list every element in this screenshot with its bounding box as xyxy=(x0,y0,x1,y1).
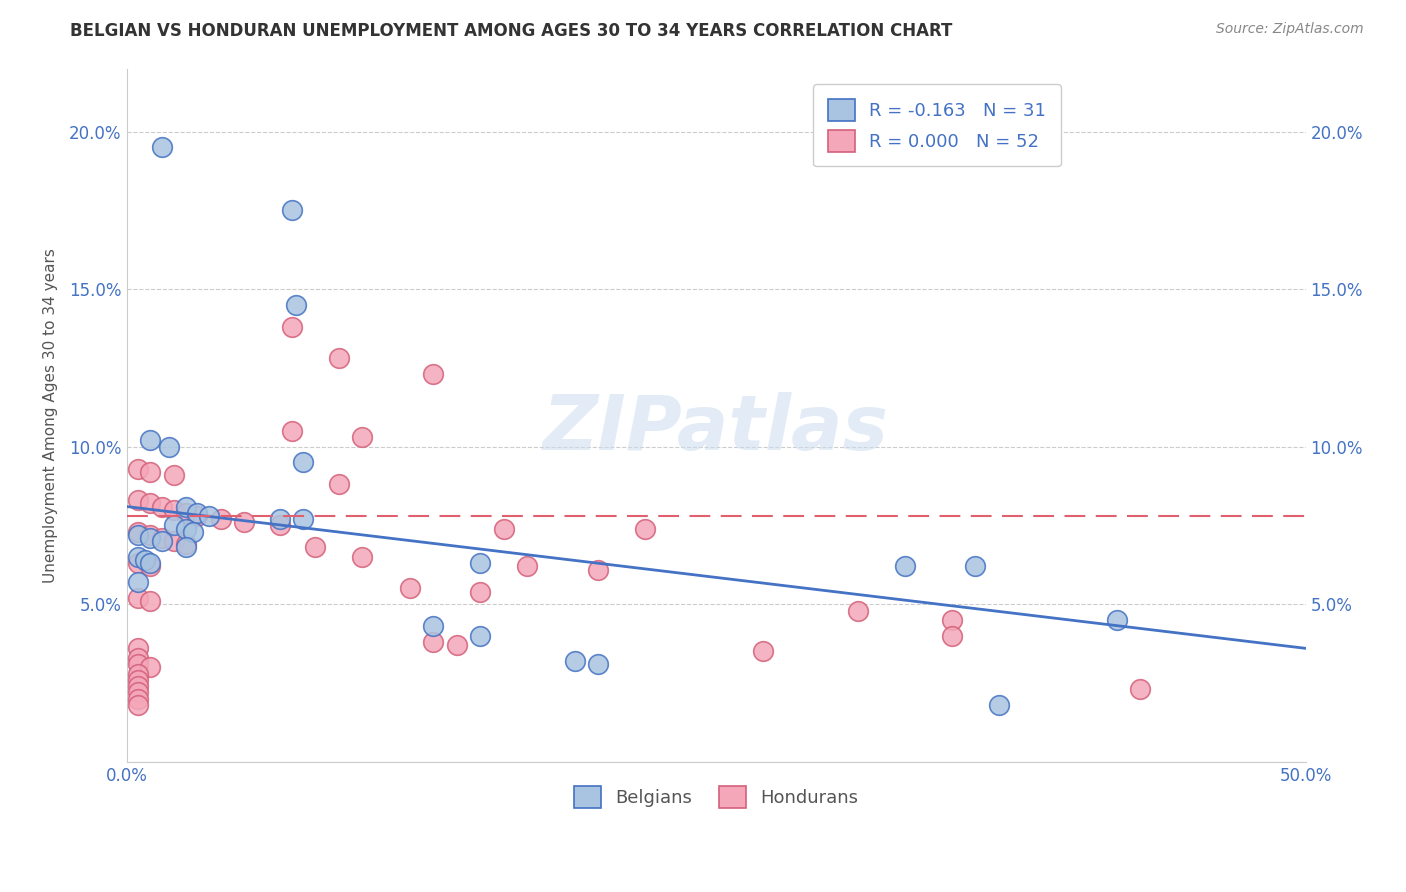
Point xyxy=(352,549,374,564)
Point xyxy=(139,531,162,545)
Point xyxy=(127,657,149,671)
Point xyxy=(150,534,173,549)
Point xyxy=(127,549,149,564)
Point xyxy=(328,477,350,491)
Point xyxy=(988,698,1011,712)
Point xyxy=(127,691,149,706)
Point xyxy=(127,528,149,542)
Point xyxy=(470,584,492,599)
Point xyxy=(280,203,302,218)
Point xyxy=(139,594,162,608)
Point xyxy=(127,524,149,539)
Point xyxy=(269,512,291,526)
Point xyxy=(163,534,186,549)
Text: Source: ZipAtlas.com: Source: ZipAtlas.com xyxy=(1216,22,1364,37)
Point xyxy=(186,508,208,523)
Point xyxy=(150,500,173,514)
Point xyxy=(422,367,444,381)
Point xyxy=(1105,613,1128,627)
Point xyxy=(280,424,302,438)
Point xyxy=(157,440,180,454)
Point xyxy=(139,556,162,570)
Point xyxy=(269,518,291,533)
Y-axis label: Unemployment Among Ages 30 to 34 years: Unemployment Among Ages 30 to 34 years xyxy=(44,248,58,582)
Point xyxy=(127,666,149,681)
Point xyxy=(846,603,869,617)
Point xyxy=(422,619,444,633)
Point xyxy=(328,351,350,366)
Point xyxy=(292,455,315,469)
Point xyxy=(174,522,197,536)
Point xyxy=(893,559,915,574)
Point xyxy=(127,698,149,712)
Point xyxy=(564,654,586,668)
Point xyxy=(304,541,326,555)
Point xyxy=(586,657,609,671)
Point xyxy=(174,541,197,555)
Point xyxy=(198,508,221,523)
Point xyxy=(586,563,609,577)
Point xyxy=(1129,682,1152,697)
Point xyxy=(181,524,204,539)
Point xyxy=(280,319,302,334)
Point xyxy=(174,537,197,551)
Point xyxy=(941,629,963,643)
Point xyxy=(163,468,186,483)
Point xyxy=(127,679,149,693)
Point xyxy=(186,506,208,520)
Point xyxy=(941,613,963,627)
Point xyxy=(634,522,657,536)
Point xyxy=(127,685,149,699)
Point xyxy=(752,644,775,658)
Point xyxy=(134,553,156,567)
Point xyxy=(150,531,173,545)
Point xyxy=(470,556,492,570)
Text: ZIPatlas: ZIPatlas xyxy=(543,392,889,466)
Point xyxy=(127,673,149,687)
Point xyxy=(516,559,538,574)
Point xyxy=(209,512,232,526)
Point xyxy=(163,502,186,516)
Point xyxy=(139,496,162,510)
Point xyxy=(292,512,315,526)
Point xyxy=(139,434,162,448)
Point xyxy=(127,575,149,590)
Point xyxy=(285,298,308,312)
Text: BELGIAN VS HONDURAN UNEMPLOYMENT AMONG AGES 30 TO 34 YEARS CORRELATION CHART: BELGIAN VS HONDURAN UNEMPLOYMENT AMONG A… xyxy=(70,22,953,40)
Point xyxy=(398,582,420,596)
Point xyxy=(139,465,162,479)
Point xyxy=(965,559,987,574)
Point xyxy=(446,638,468,652)
Point xyxy=(492,522,515,536)
Point xyxy=(127,650,149,665)
Point xyxy=(127,493,149,508)
Point xyxy=(174,506,197,520)
Point xyxy=(233,516,256,530)
Point xyxy=(163,518,186,533)
Point xyxy=(139,660,162,674)
Point xyxy=(174,500,197,514)
Point xyxy=(127,641,149,656)
Point xyxy=(139,559,162,574)
Point xyxy=(127,461,149,475)
Point xyxy=(139,528,162,542)
Point xyxy=(127,556,149,570)
Point xyxy=(422,635,444,649)
Point xyxy=(470,629,492,643)
Point xyxy=(352,430,374,444)
Point xyxy=(150,140,173,154)
Point xyxy=(127,591,149,605)
Legend: Belgians, Hondurans: Belgians, Hondurans xyxy=(567,779,866,815)
